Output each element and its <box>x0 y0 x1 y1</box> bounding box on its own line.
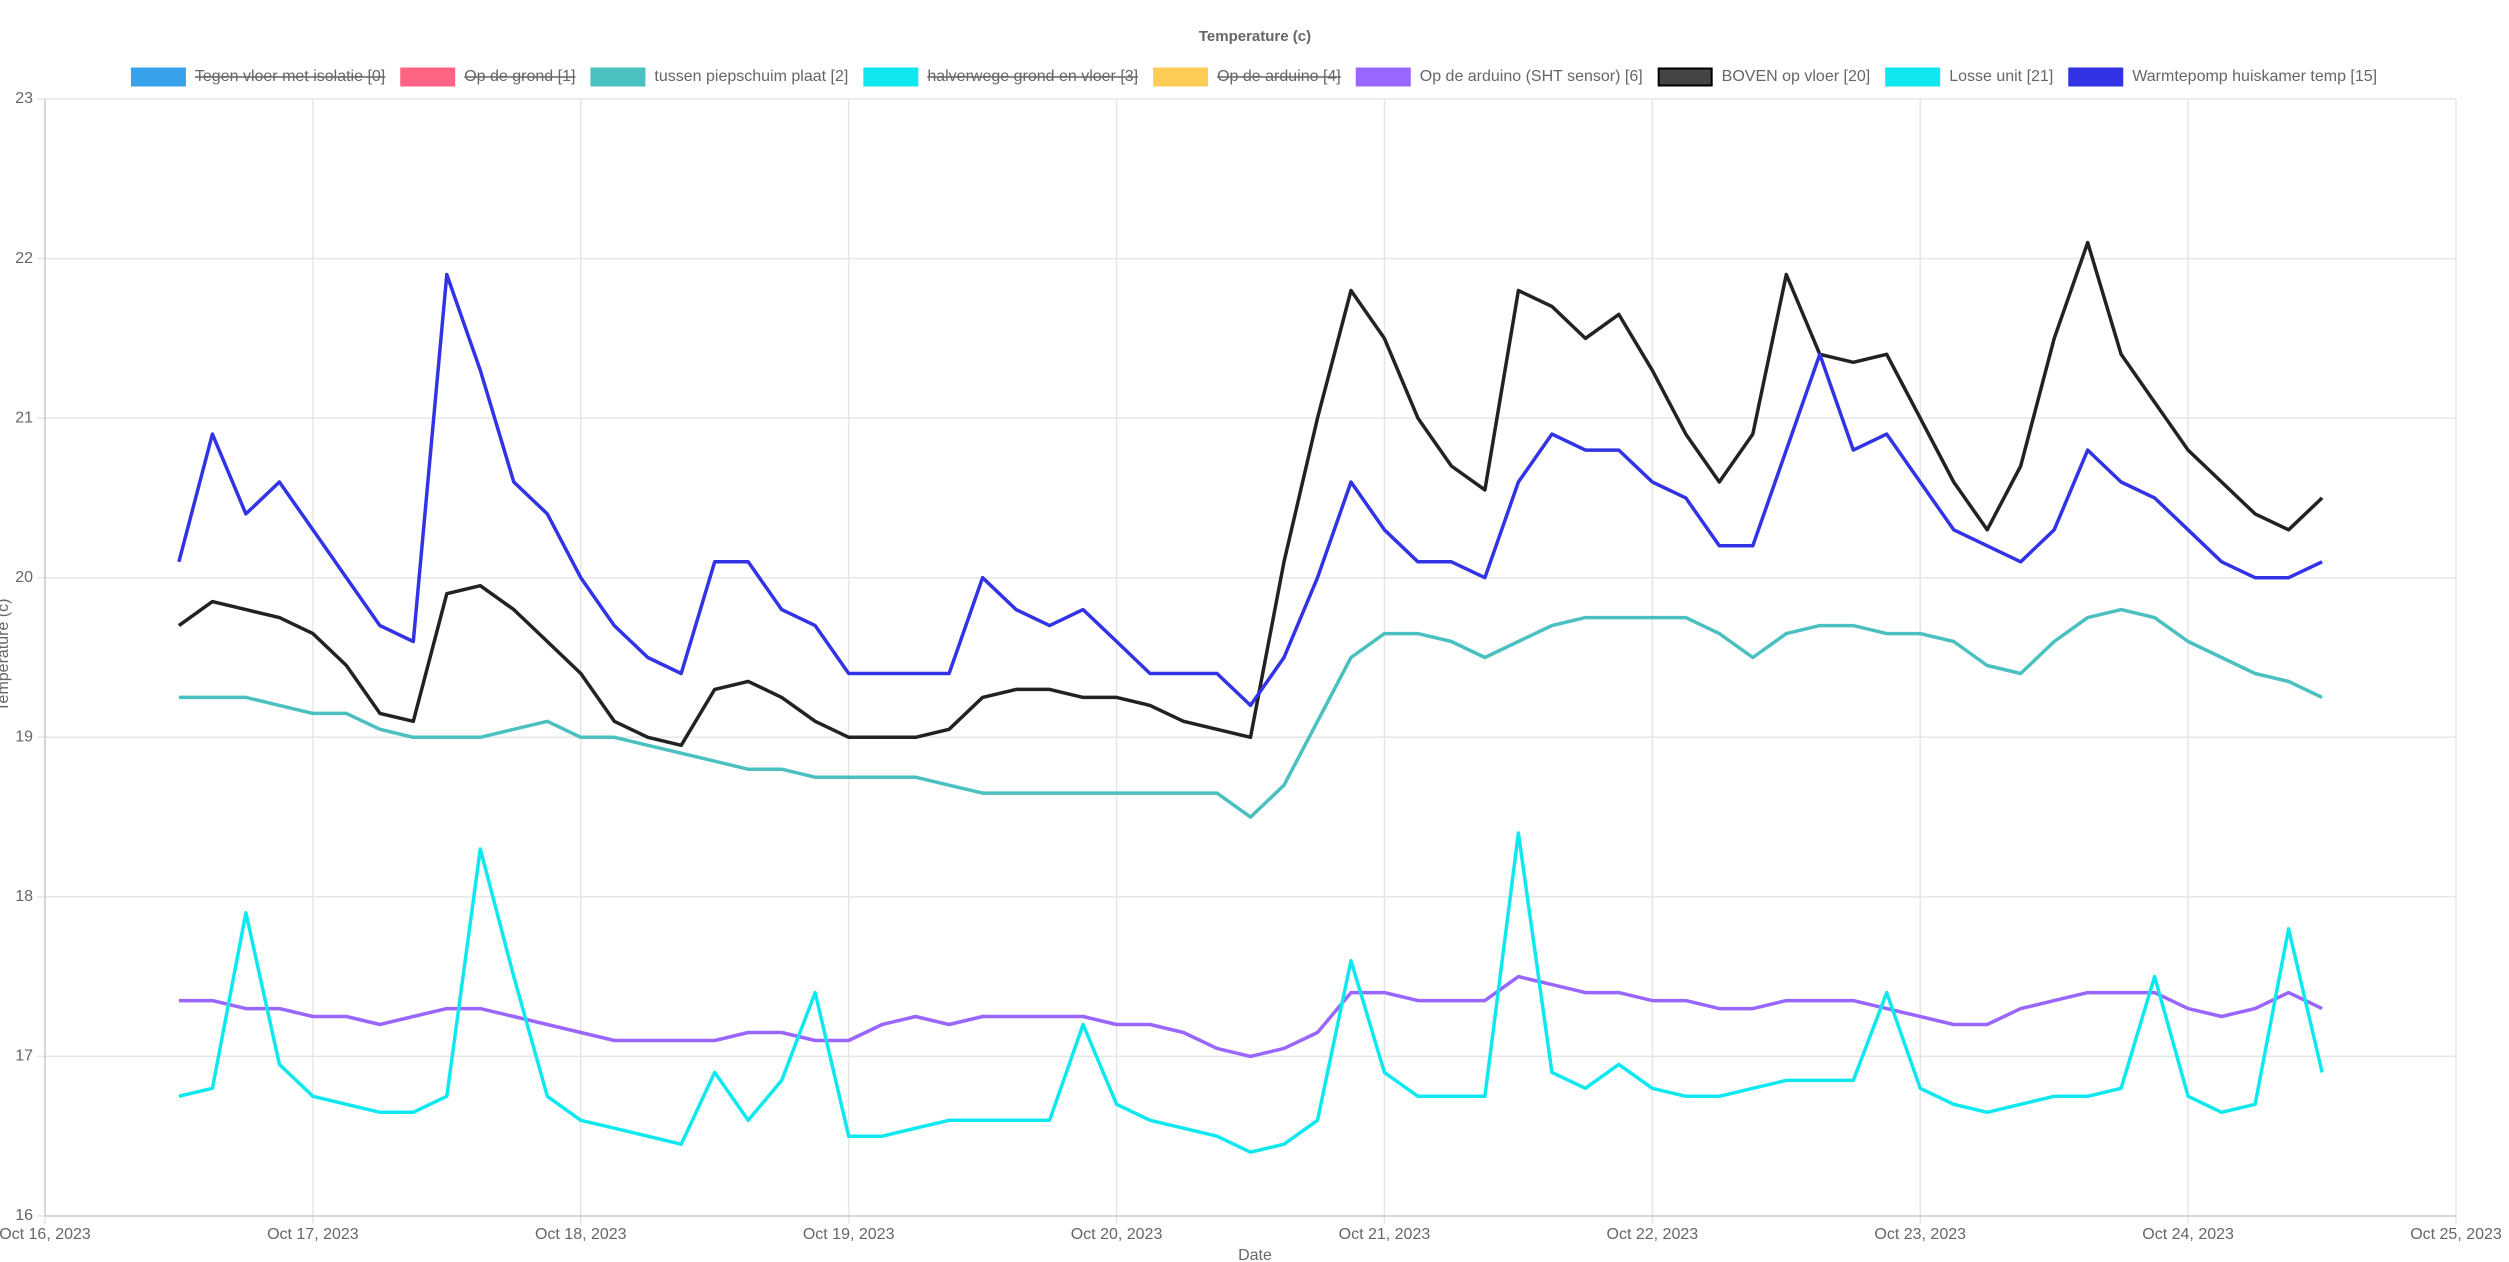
legend-swatch <box>1355 67 1411 87</box>
legend-item: tussen piepschuim plaat [2] <box>590 67 848 87</box>
x-tick-label: Oct 20, 2023 <box>1071 1226 1163 1243</box>
x-tick-label: Oct 16, 2023 <box>0 1226 91 1243</box>
legend-item: Tegen vloer met isolatie [0] <box>130 67 386 87</box>
legend-swatch <box>590 67 646 87</box>
y-tick-label: 23 <box>15 90 33 107</box>
legend-label: BOVEN op vloer [20] <box>1722 68 1871 85</box>
y-tick-label: 20 <box>15 569 33 586</box>
y-tick-label: 21 <box>15 409 33 426</box>
chart-title: Temperature (c) <box>1199 28 1311 45</box>
x-tick-label: Oct 18, 2023 <box>535 1226 627 1243</box>
y-tick-label: 18 <box>15 888 33 905</box>
legend-item: Op de grond [1] <box>400 67 576 87</box>
y-tick-label: 19 <box>15 729 33 746</box>
line-series <box>178 974 2323 1059</box>
legend-swatch <box>863 67 919 87</box>
legend-item: BOVEN op vloer [20] <box>1657 67 1871 87</box>
legend-item: Warmtepomp huiskamer temp [15] <box>2068 67 2377 87</box>
line-series <box>177 240 2324 748</box>
y-tick-label: 16 <box>15 1207 33 1224</box>
y-tick-label: 17 <box>15 1048 33 1065</box>
line-series <box>178 607 2323 819</box>
line-series <box>178 831 2324 1154</box>
x-tick-label: Oct 25, 2023 <box>2410 1226 2502 1243</box>
legend-item: Op de arduino [4] <box>1153 67 1341 87</box>
legend-swatch <box>2068 67 2124 87</box>
x-tick-label: Oct 23, 2023 <box>1874 1226 1966 1243</box>
line-series <box>177 272 2323 708</box>
legend-label: Losse unit [21] <box>1949 68 2053 85</box>
x-axis-label: Date <box>1238 1247 1272 1262</box>
legend-swatch <box>1153 67 1209 87</box>
legend-item: Losse unit [21] <box>1885 67 2053 87</box>
legend-swatch <box>1885 67 1941 87</box>
legend-item: halverwege grond en vloer [3] <box>863 67 1139 87</box>
y-axis-label: Temperature (c) <box>0 599 12 712</box>
legend-swatch <box>400 67 456 87</box>
legend-label: tussen piepschuim plaat [2] <box>654 68 848 85</box>
legend-label: Warmtepomp huiskamer temp [15] <box>2132 68 2377 85</box>
legend-swatch <box>130 67 186 87</box>
x-tick-label: Oct 19, 2023 <box>803 1226 895 1243</box>
x-tick-label: Oct 17, 2023 <box>267 1226 359 1243</box>
x-tick-label: Oct 22, 2023 <box>1607 1226 1699 1243</box>
y-tick-label: 22 <box>15 250 33 267</box>
legend-label: Op de arduino (SHT sensor) [6] <box>1420 68 1643 85</box>
x-tick-label: Oct 24, 2023 <box>2142 1226 2234 1243</box>
legend-swatch <box>1657 67 1713 87</box>
legend: Tegen vloer met isolatie [0] Op de grond … <box>130 67 2377 87</box>
legend-item: Op de arduino (SHT sensor) [6] <box>1355 67 1643 87</box>
x-tick-label: Oct 21, 2023 <box>1339 1226 1431 1243</box>
